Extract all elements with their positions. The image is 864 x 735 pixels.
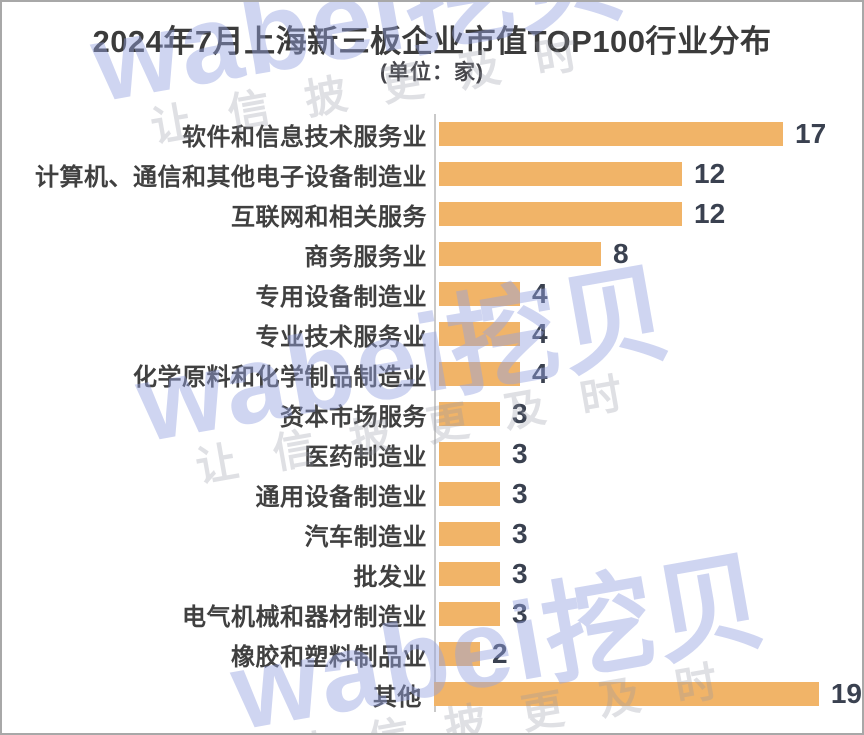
bar	[439, 482, 500, 506]
category-label: 通用设备制造业	[255, 483, 427, 511]
bar-cell: 2	[439, 634, 508, 674]
bar-row: 批发业 3	[2, 554, 862, 594]
bar-row: 其他 19	[2, 674, 862, 714]
category-label: 批发业	[353, 563, 427, 591]
bar-row: 资本市场服务 3	[2, 394, 862, 434]
bar-row: 医药制造业 3	[2, 434, 862, 474]
value-label: 3	[512, 598, 528, 629]
bar	[439, 242, 601, 266]
value-label: 3	[512, 438, 528, 469]
value-label: 3	[512, 398, 528, 429]
bar-cell: 19	[433, 674, 862, 714]
value-label: 3	[512, 518, 528, 549]
value-label: 4	[532, 278, 548, 309]
bar-rows: 软件和信息技术服务业 17 计算机、通信和其他电子设备制造业 12 互联网和相关服务 12…	[2, 114, 862, 714]
bar	[433, 682, 819, 706]
category-label: 橡胶和塑料制品业	[231, 643, 427, 671]
bar	[439, 362, 520, 386]
bar-row: 电气机械和器材制造业 3	[2, 594, 862, 634]
bar	[439, 642, 480, 666]
category-label: 化学原料和化学制品制造业	[133, 363, 427, 391]
bar-cell: 4	[439, 274, 548, 314]
bar-cell: 3	[439, 474, 528, 514]
bar	[439, 282, 520, 306]
category-label: 资本市场服务	[280, 403, 427, 431]
value-label: 2	[492, 638, 508, 669]
bar	[439, 122, 783, 146]
category-label: 互联网和相关服务	[231, 203, 427, 231]
value-label: 4	[532, 318, 548, 349]
bar-cell: 3	[439, 394, 528, 434]
bar-cell: 3	[439, 554, 528, 594]
value-label: 3	[512, 478, 528, 509]
value-label: 19	[830, 678, 862, 709]
chart-subtitle-unit: (单位：家)	[380, 61, 484, 84]
bar-row: 通用设备制造业 3	[2, 474, 862, 514]
value-label: 12	[694, 198, 726, 229]
bar-cell: 4	[439, 314, 548, 354]
category-label: 其他	[372, 683, 422, 711]
bar-row: 计算机、通信和其他电子设备制造业 12	[2, 154, 862, 194]
category-label: 医药制造业	[304, 443, 427, 471]
bar	[439, 322, 520, 346]
bar-row: 互联网和相关服务 12	[2, 194, 862, 234]
bar-cell: 12	[439, 154, 725, 194]
bar-cell: 3	[439, 594, 528, 634]
bar-cell: 17	[439, 114, 826, 154]
category-label: 汽车制造业	[304, 523, 427, 551]
value-label: 4	[532, 358, 548, 389]
value-label: 12	[694, 158, 726, 189]
bar-cell: 3	[439, 514, 528, 554]
bar-row: 专业技术服务业 4	[2, 314, 862, 354]
category-label: 电气机械和器材制造业	[182, 603, 427, 631]
bar	[439, 562, 500, 586]
bar-row: 软件和信息技术服务业 17	[2, 114, 862, 154]
value-label: 17	[795, 118, 827, 149]
category-label: 商务服务业	[304, 243, 427, 271]
bar-row: 商务服务业 8	[2, 234, 862, 274]
chart-title: 2024年7月上海新三板企业市值TOP100行业分布	[92, 24, 772, 59]
category-label: 专业技术服务业	[255, 323, 427, 351]
value-label: 8	[613, 238, 629, 269]
bar-row: 化学原料和化学制品制造业 4	[2, 354, 862, 394]
bar-cell: 4	[439, 354, 548, 394]
bar-row: 汽车制造业 3	[2, 514, 862, 554]
bar	[439, 442, 500, 466]
bar-row: 橡胶和塑料制品业 2	[2, 634, 862, 674]
category-label: 计算机、通信和其他电子设备制造业	[35, 163, 427, 191]
bar-row: 专用设备制造业 4	[2, 274, 862, 314]
bar	[439, 522, 500, 546]
bar-cell: 12	[439, 194, 725, 234]
category-label: 软件和信息技术服务业	[182, 123, 427, 151]
bar	[439, 402, 500, 426]
value-label: 3	[512, 558, 528, 589]
category-axis-line	[434, 114, 436, 712]
bar	[439, 162, 682, 186]
bar	[439, 202, 682, 226]
category-label: 专用设备制造业	[255, 283, 427, 311]
bar-cell: 8	[439, 234, 629, 274]
bar-cell: 3	[439, 434, 528, 474]
bar	[439, 602, 500, 626]
